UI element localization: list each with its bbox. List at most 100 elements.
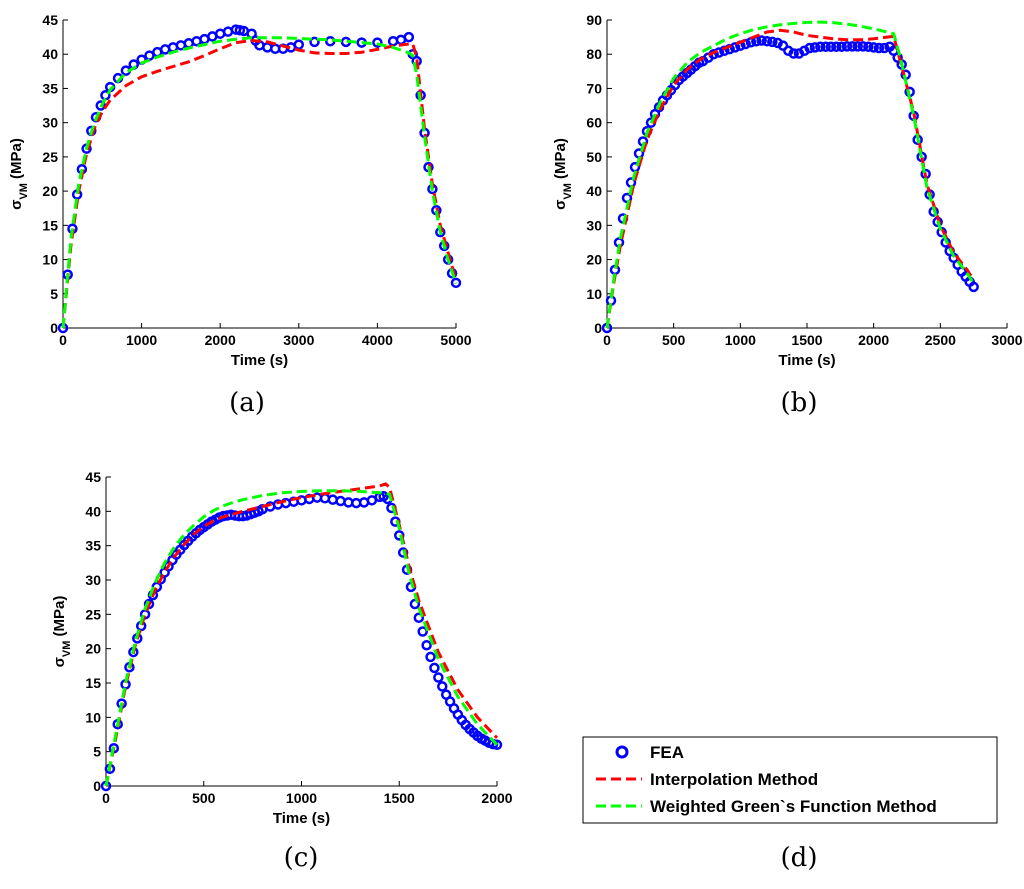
fea-marker	[433, 672, 444, 683]
fea-marker	[868, 42, 879, 53]
y-tick-label: 45	[85, 469, 101, 485]
x-tick-label: 2000	[481, 790, 512, 806]
x-tick-label: 5000	[440, 332, 471, 348]
fea-marker	[403, 31, 415, 43]
legend-fea-label: FEA	[650, 743, 684, 762]
fea-marker	[777, 40, 789, 51]
y-tick-label: 40	[42, 46, 58, 62]
fea-marker	[421, 639, 432, 651]
y-tick-label: 25	[42, 149, 58, 165]
fea-marker	[413, 612, 425, 624]
x-tick-label: 0	[603, 332, 611, 348]
y-tick-label: 10	[586, 286, 602, 302]
x-tick-label: 2000	[858, 332, 889, 348]
y-axis-label: σVM (MPa)	[8, 138, 30, 210]
fea-series	[57, 24, 462, 334]
fea-marker	[450, 277, 462, 289]
y-tick-label: 60	[586, 115, 602, 131]
fea-marker	[767, 36, 778, 48]
x-tick-label: 0	[102, 790, 110, 806]
y-tick-label: 50	[586, 149, 602, 165]
legend: FEA Interpolation Method Weighted Green`…	[582, 736, 998, 824]
caption-c: (c)	[284, 843, 319, 873]
fea-marker	[372, 37, 383, 48]
fea-marker	[815, 41, 826, 52]
y-tick-label: 5	[50, 286, 58, 302]
fea-marker	[820, 41, 831, 52]
fea-marker	[425, 651, 436, 663]
y-tick-label: 0	[50, 320, 58, 336]
weighted-greens-line	[605, 20, 975, 329]
x-tick-label: 1000	[286, 790, 317, 806]
fea-marker	[756, 35, 767, 46]
y-tick-label: 70	[586, 80, 602, 96]
weighted-greens-line	[104, 489, 499, 787]
fea-marker	[809, 42, 821, 53]
caption-a: (a)	[229, 388, 265, 418]
x-tick-label: 0	[59, 332, 67, 348]
fea-marker	[293, 39, 305, 50]
plot-b: 0 500 1000 1500 2000 2500 3000 0 10 20 30 40 50 60 70 8…	[552, 12, 1023, 369]
x-tick-label: 2000	[205, 332, 236, 348]
weighted-greens-line	[61, 36, 458, 329]
fea-marker	[825, 41, 837, 52]
x-tick-label: 3000	[283, 332, 314, 348]
interpolation-line	[61, 38, 458, 329]
y-tick-label: 35	[85, 538, 101, 554]
x-tick-label: 2500	[925, 332, 956, 348]
x-tick-label: 1000	[126, 332, 157, 348]
y-tick-label: 20	[85, 641, 101, 657]
fea-marker	[879, 42, 890, 54]
legend-box	[582, 736, 998, 824]
fea-marker	[847, 41, 858, 52]
x-axis-label: Time (s)	[778, 352, 835, 369]
plot-a: 0 1000 2000 3000 4000 5000 0 5 10 15 20 25 30 35 40 45 T…	[8, 12, 472, 369]
x-tick-label: 1000	[725, 332, 756, 348]
fea-series	[100, 490, 503, 792]
fea-marker	[437, 681, 448, 692]
interpolation-line	[605, 28, 975, 329]
fea-marker	[761, 35, 773, 47]
y-axis-label: σVM (MPa)	[51, 596, 73, 668]
x-axis-label: Time (s)	[231, 352, 288, 369]
x-tick-label: 1500	[384, 790, 415, 806]
legend-interp-label: Interpolation Method	[650, 770, 818, 789]
fea-marker	[417, 626, 428, 637]
y-tick-label: 15	[42, 217, 58, 233]
y-tick-label: 30	[85, 572, 101, 588]
fea-marker	[852, 41, 863, 52]
y-tick-label: 80	[586, 46, 602, 62]
y-tick-label: 20	[42, 183, 58, 199]
fea-marker	[719, 45, 730, 57]
fea-marker	[836, 41, 847, 52]
y-tick-label: 35	[42, 80, 58, 96]
x-tick-label: 1500	[791, 332, 822, 348]
interpolation-line	[104, 482, 499, 787]
legend-wgf-label: Weighted Green`s Function Method	[650, 797, 937, 816]
fea-marker	[857, 41, 869, 52]
fea-marker	[491, 739, 503, 751]
x-axis-label: Time (s)	[273, 810, 330, 827]
fea-marker	[968, 281, 979, 293]
y-tick-label: 90	[586, 12, 602, 28]
fea-marker	[804, 42, 815, 54]
y-tick-label: 15	[85, 675, 101, 691]
fea-marker	[873, 42, 885, 54]
y-tick-label: 5	[93, 744, 101, 760]
caption-d: (d)	[781, 843, 818, 873]
fea-series	[601, 35, 979, 334]
y-tick-label: 10	[85, 709, 101, 725]
fea-marker	[788, 48, 799, 59]
fea-marker	[429, 662, 440, 674]
y-tick-label: 45	[42, 12, 58, 28]
y-axis-label: σVM (MPa)	[552, 138, 574, 210]
plot-c: 0 500 1000 1500 2000 0 5 10 15 20 25 30 35 40 45 Time (…	[51, 469, 513, 827]
y-tick-label: 0	[594, 320, 602, 336]
fea-marker	[841, 41, 853, 52]
y-tick-label: 25	[85, 606, 101, 622]
y-tick-label: 30	[586, 217, 602, 233]
y-tick-label: 20	[586, 252, 602, 268]
y-tick-label: 10	[42, 252, 58, 268]
fea-marker	[831, 41, 842, 52]
